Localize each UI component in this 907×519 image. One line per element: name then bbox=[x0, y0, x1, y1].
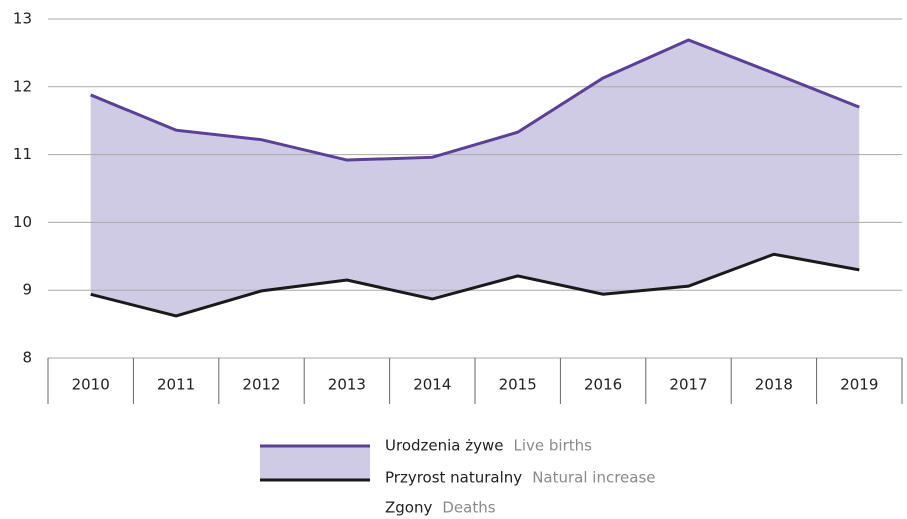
x-tick-label: 2017 bbox=[669, 376, 707, 394]
y-tick-label: 9 bbox=[22, 281, 32, 299]
x-tick-label: 2015 bbox=[499, 376, 537, 394]
x-tick-label: 2012 bbox=[242, 376, 280, 394]
x-tick-label: 2010 bbox=[72, 376, 110, 394]
x-tick-label: 2014 bbox=[413, 376, 451, 394]
legend-label: Urodzenia żywe bbox=[385, 437, 504, 455]
legend-area-swatch bbox=[260, 446, 370, 480]
legend-label-en: Live births bbox=[514, 437, 593, 455]
legend-label-en: Natural increase bbox=[532, 469, 655, 487]
x-tick-label: 2018 bbox=[755, 376, 793, 394]
y-tick-label: 10 bbox=[13, 213, 32, 231]
y-tick-label: 11 bbox=[13, 145, 32, 163]
y-tick-label: 13 bbox=[13, 10, 32, 28]
y-tick-label: 12 bbox=[13, 77, 32, 95]
area bbox=[90, 40, 860, 316]
legend-label: Przyrost naturalny bbox=[385, 469, 522, 487]
x-tick-label: 2019 bbox=[840, 376, 878, 394]
line bbox=[90, 252, 860, 318]
x-tick-label: 2016 bbox=[584, 376, 622, 394]
x-tick-label: 2013 bbox=[328, 376, 366, 394]
legend-label-en: Deaths bbox=[442, 499, 495, 517]
x-tick-label: 2011 bbox=[157, 376, 195, 394]
line bbox=[90, 38, 860, 162]
y-tick-label: 8 bbox=[22, 349, 32, 367]
legend-label: Zgony bbox=[385, 499, 432, 517]
